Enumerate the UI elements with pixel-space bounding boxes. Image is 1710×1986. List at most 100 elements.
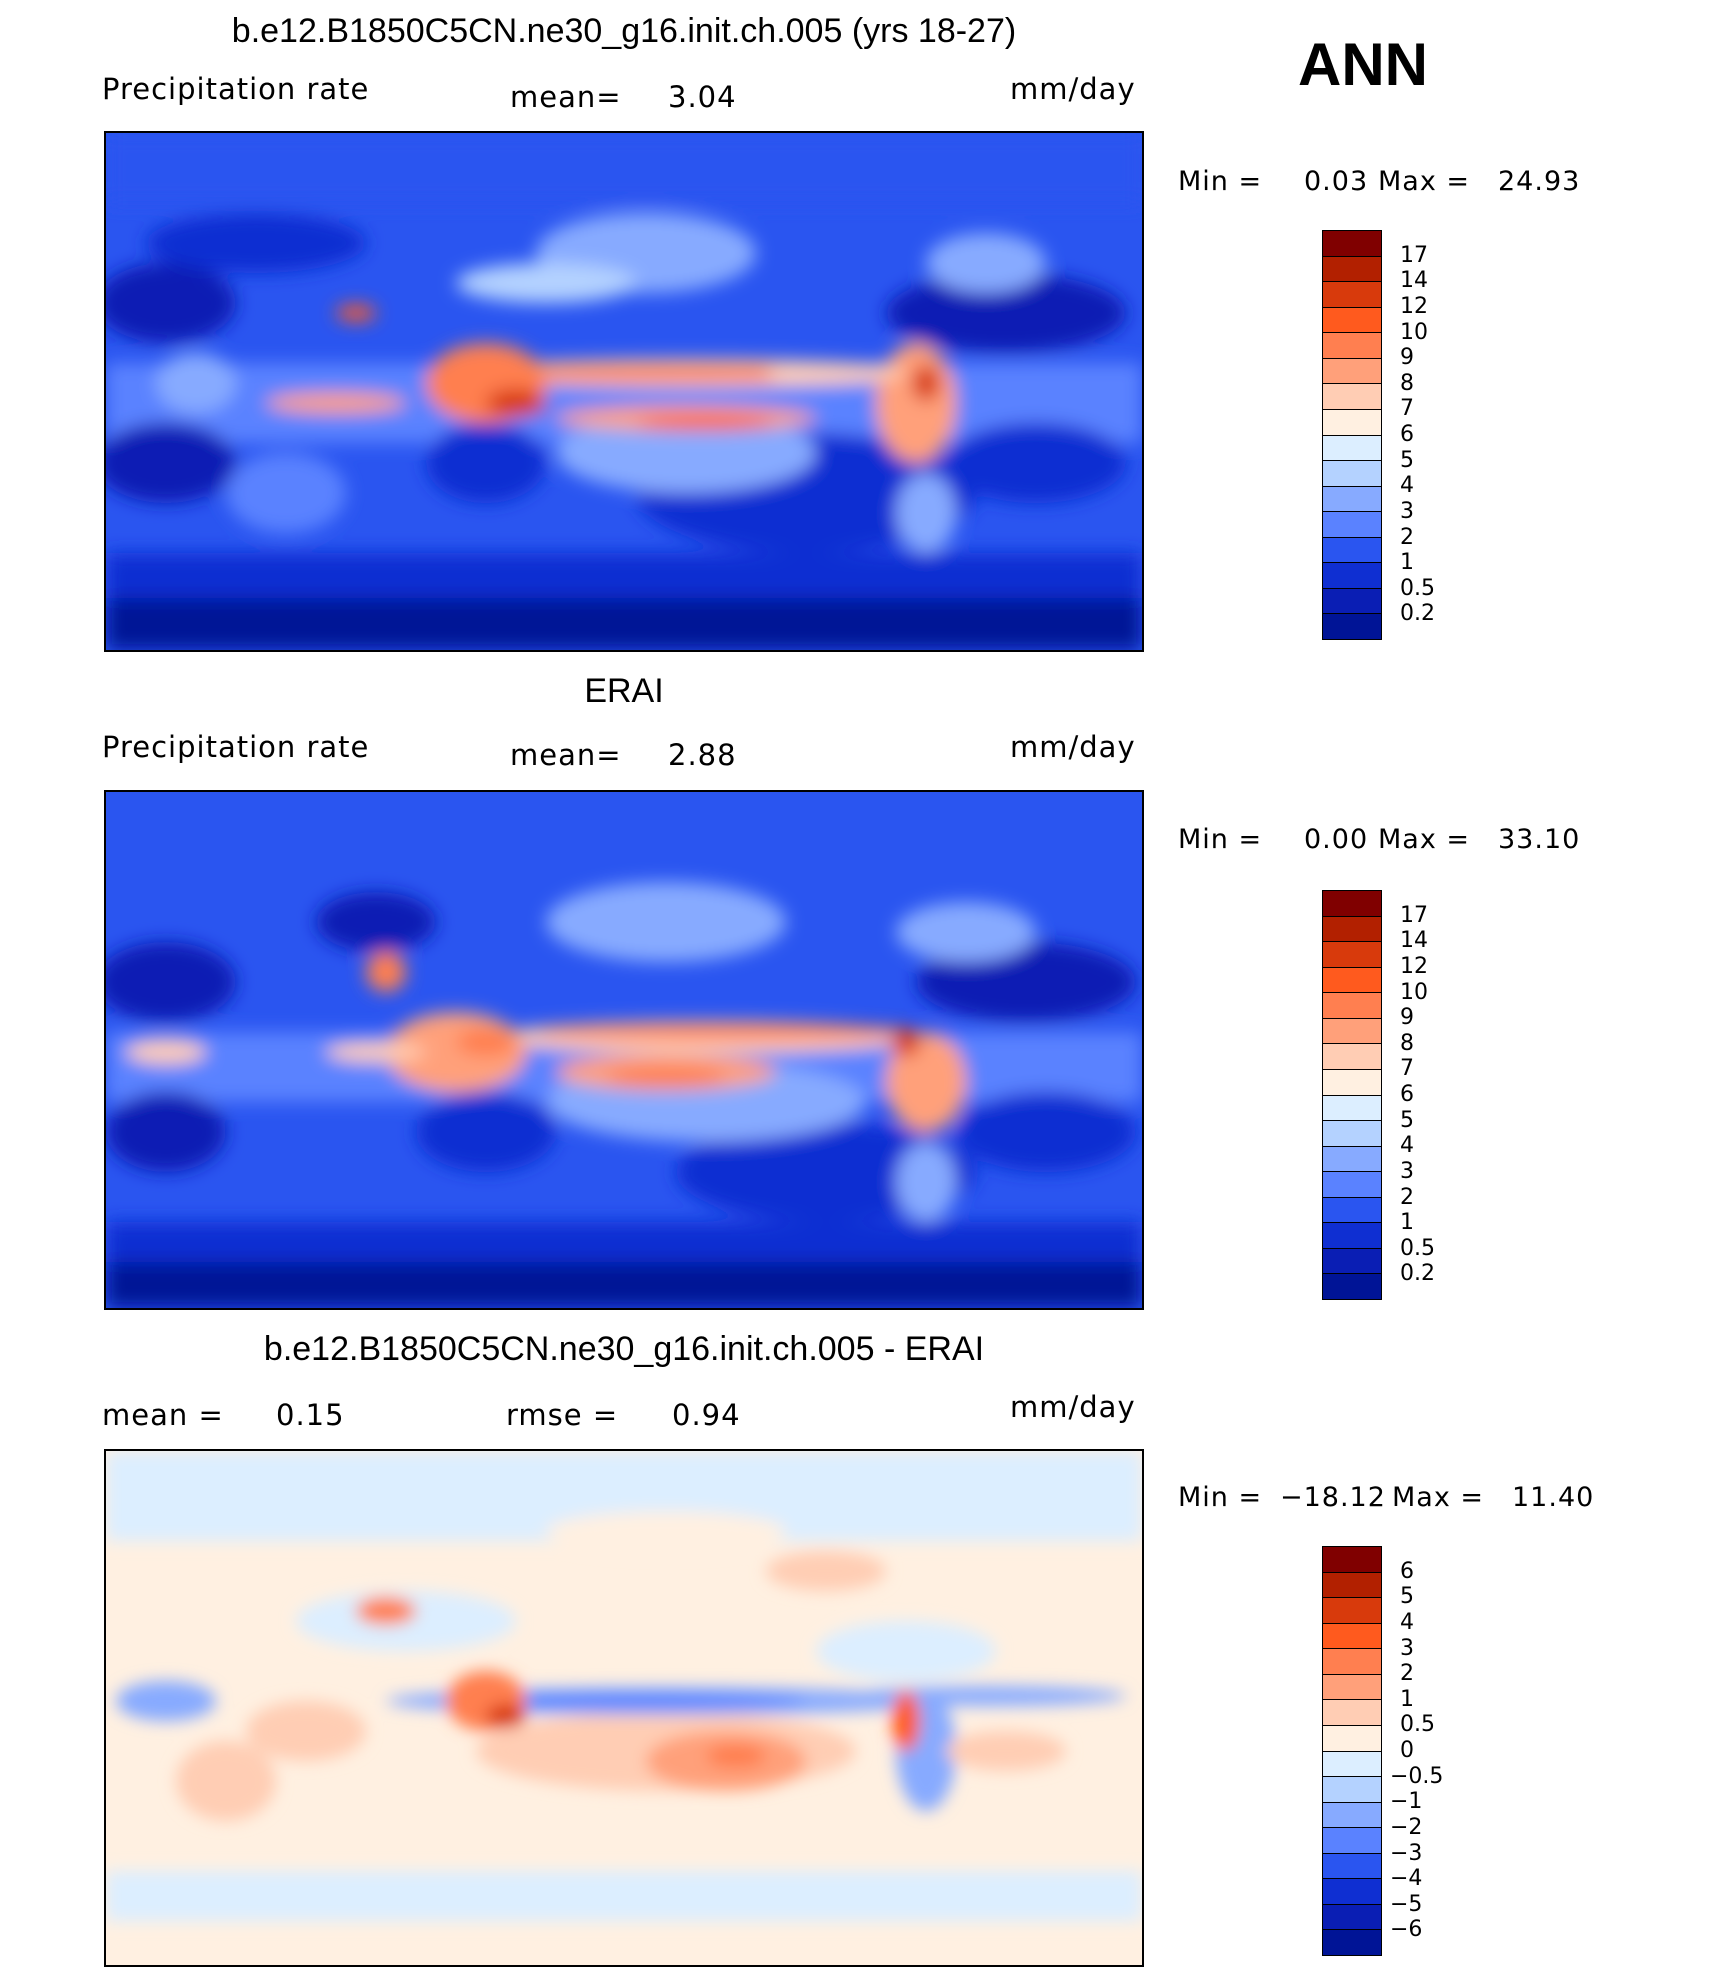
panel-1-title: b.e12.B1850C5CN.ne30_g16.init.ch.005 (yr… <box>231 12 1017 50</box>
colorbar-tick-label: 0.2 <box>1400 601 1435 627</box>
panel-1-units: mm/day <box>1010 72 1136 106</box>
colorbar-swatch <box>1323 967 1381 994</box>
colorbar-tick-label: 14 <box>1400 268 1428 294</box>
colorbar-swatch <box>1323 1223 1381 1249</box>
colorbar-swatch <box>1323 614 1381 639</box>
colorbar-tick-label: 4 <box>1400 473 1414 499</box>
panel-2-title: ERAI <box>584 672 664 710</box>
colorbar-tick-label: 2 <box>1400 1184 1414 1210</box>
panel-3-rmse-value: 0.94 <box>672 1398 741 1432</box>
colorbar-swatch <box>1323 1725 1381 1752</box>
panel-1-mean-value: 3.04 <box>668 80 737 114</box>
colorbar-swatch <box>1323 307 1381 334</box>
colorbar-swatch <box>1323 1069 1381 1096</box>
colorbar-tick-label: 7 <box>1400 396 1414 422</box>
colorbar-tick-label: 2 <box>1400 1661 1414 1687</box>
panel-2-variable: Precipitation rate <box>102 730 370 764</box>
colorbar-swatch <box>1323 1572 1381 1599</box>
colorbar-swatch <box>1323 231 1381 257</box>
colorbar-swatch <box>1323 1674 1381 1701</box>
colorbar-tick-label: 1 <box>1400 1686 1414 1712</box>
colorbar-tick-label: 0.2 <box>1400 1261 1435 1287</box>
colorbar-swatch <box>1323 512 1381 538</box>
panel-2-field <box>106 882 1142 1308</box>
colorbar-swatch <box>1323 333 1381 359</box>
panel-2-units: mm/day <box>1010 730 1136 764</box>
colorbar-swatch <box>1323 916 1381 943</box>
colorbar-tick-label: 5 <box>1400 447 1414 473</box>
panel-3-mean-label: mean = <box>102 1398 224 1432</box>
colorbar-swatch <box>1323 1777 1381 1803</box>
colorbar-swatch <box>1323 461 1381 487</box>
colorbar-tick-label: 5 <box>1400 1107 1414 1133</box>
colorbar-swatch <box>1323 435 1381 462</box>
panel-1-field <box>106 133 1142 650</box>
panel-3-rmse-label: rmse = <box>506 1398 619 1432</box>
colorbar-tick-label: 0.5 <box>1400 1235 1435 1261</box>
panel-1-mean-label: mean= <box>510 80 622 114</box>
colorbar-tick-label: 10 <box>1400 979 1428 1005</box>
colorbar-swatch <box>1323 1751 1381 1778</box>
colorbar-tick-label: 17 <box>1400 902 1428 928</box>
colorbar-tick-label: −2 <box>1390 1814 1423 1840</box>
panel-3-min-value: −18.12 <box>1280 1482 1386 1513</box>
panel-3-max-value: 11.40 <box>1512 1482 1595 1513</box>
colorbar-tick-label: 7 <box>1400 1056 1414 1082</box>
colorbar-swatch <box>1323 1018 1381 1045</box>
panel-3-map-svg <box>106 1451 1142 1965</box>
colorbar-tick-label: 3 <box>1400 1635 1414 1661</box>
colorbar-swatch <box>1323 891 1381 917</box>
colorbar-tick-label: −3 <box>1390 1840 1423 1866</box>
colorbar-swatch <box>1323 1828 1381 1854</box>
panel-2-max-label: Max = <box>1378 824 1471 855</box>
colorbar-swatch <box>1323 358 1381 385</box>
panel-3-min-label: Min = <box>1178 1482 1263 1513</box>
panel-1-min-value: 0.03 <box>1304 166 1369 197</box>
colorbar-tick-label: 6 <box>1400 1558 1414 1584</box>
panel-2-min-label: Min = <box>1178 824 1263 855</box>
colorbar-swatch <box>1323 1095 1381 1122</box>
colorbar-swatch <box>1323 409 1381 436</box>
colorbar-tick-label: −6 <box>1390 1917 1423 1943</box>
panel-3-mean-value: 0.15 <box>276 1398 345 1432</box>
panel-1-map <box>104 131 1144 652</box>
panel-3-max-label: Max = <box>1392 1482 1485 1513</box>
colorbar-swatch <box>1323 384 1381 410</box>
panel-2-max-value: 33.10 <box>1498 824 1581 855</box>
colorbar-tick-label: 8 <box>1400 1030 1414 1056</box>
panel-1-max-value: 24.93 <box>1498 166 1581 197</box>
colorbar-tick-label: 4 <box>1400 1609 1414 1635</box>
colorbar-swatch <box>1323 1121 1381 1147</box>
colorbar-tick-label: 1 <box>1400 1210 1414 1236</box>
colorbar-swatch <box>1323 1146 1381 1173</box>
colorbar-tick-label: 12 <box>1400 293 1428 319</box>
panel-1-min-label: Min = <box>1178 166 1263 197</box>
panel-2-mean-label: mean= <box>510 738 622 772</box>
colorbar-swatch <box>1323 993 1381 1019</box>
colorbar-swatch <box>1323 1623 1381 1650</box>
colorbar-tick-label: 6 <box>1400 1082 1414 1107</box>
colorbar-swatch <box>1323 1172 1381 1198</box>
colorbar-swatch <box>1323 588 1381 615</box>
colorbar-tick-label: 4 <box>1400 1133 1414 1159</box>
colorbar-tick-label: 17 <box>1400 242 1428 268</box>
colorbar-swatch <box>1323 1700 1381 1726</box>
colorbar-swatch <box>1323 1274 1381 1299</box>
colorbar-swatch <box>1323 1930 1381 1955</box>
colorbar-tick-label: 1 <box>1400 550 1414 576</box>
colorbar-tick-label: 2 <box>1400 524 1414 550</box>
colorbar-tick-label: 3 <box>1400 1158 1414 1184</box>
colorbar-tick-label: 6 <box>1400 422 1414 447</box>
colorbar-tick-label: 0.5 <box>1400 575 1435 601</box>
panel-2-map <box>104 790 1144 1310</box>
colorbar-tick-label: 9 <box>1400 345 1414 371</box>
panel-1-map-svg <box>106 133 1142 650</box>
panel-3-units: mm/day <box>1010 1390 1136 1424</box>
colorbar-tick-label: −0.5 <box>1390 1763 1444 1789</box>
colorbar-tick-label: 8 <box>1400 370 1414 396</box>
colorbar-swatch <box>1323 486 1381 513</box>
colorbar-swatch <box>1323 1879 1381 1905</box>
colorbar-tick-label: 5 <box>1400 1584 1414 1610</box>
colorbar-tick-label: −4 <box>1390 1866 1423 1892</box>
colorbar-tick-label: 9 <box>1400 1005 1414 1031</box>
